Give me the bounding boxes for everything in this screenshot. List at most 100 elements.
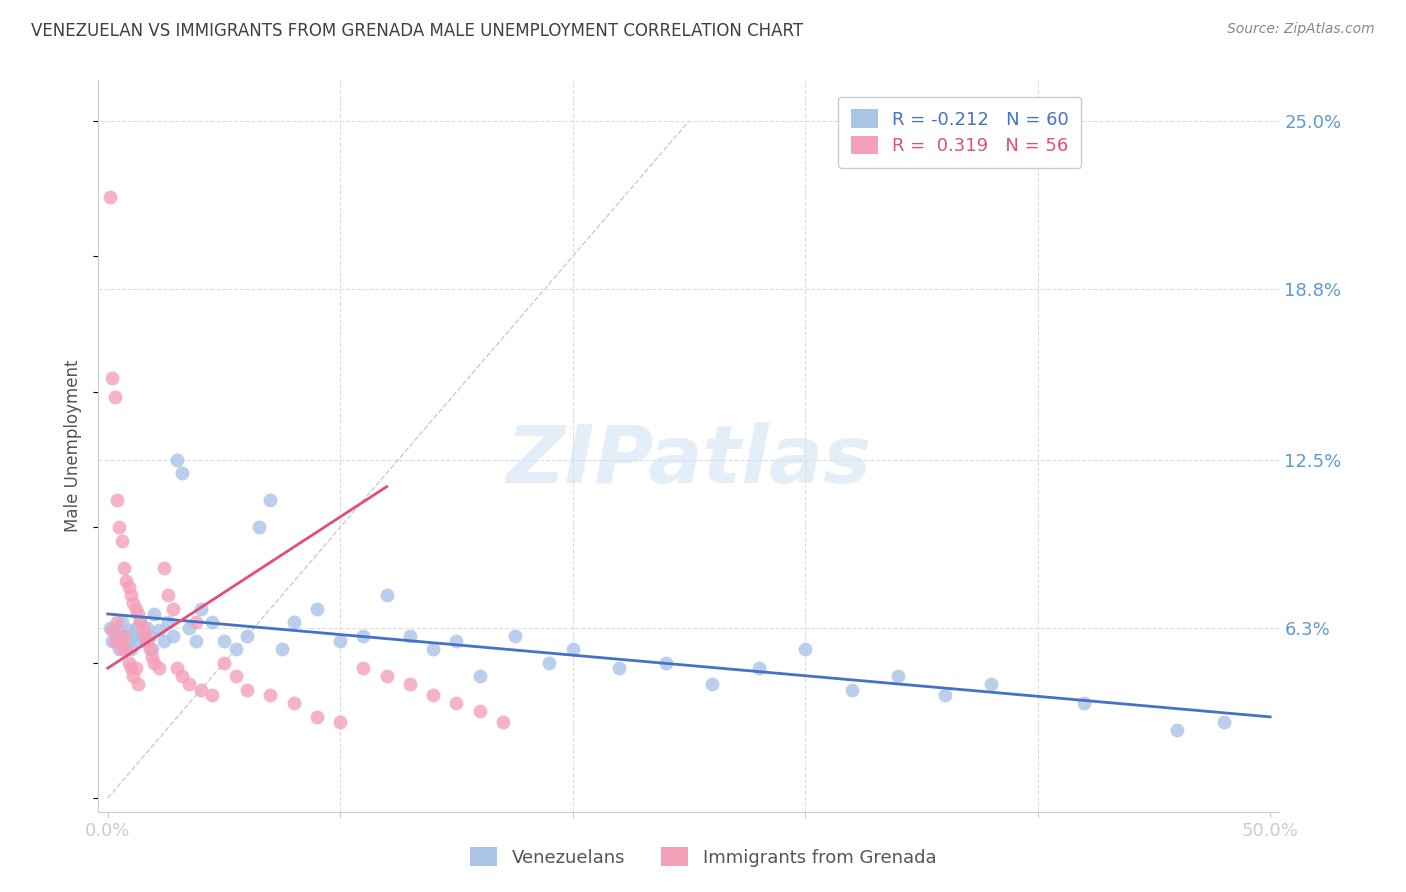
Point: [980, 677, 1002, 691]
Point: [112, 629, 135, 643]
Text: Source: ZipAtlas.com: Source: ZipAtlas.com: [1227, 22, 1375, 37]
Point: [236, 682, 259, 697]
Point: [887, 669, 910, 683]
Point: [120, 588, 142, 602]
Point: [152, 561, 174, 575]
Point: [101, 634, 124, 648]
Point: [538, 656, 561, 670]
Point: [446, 697, 468, 711]
Point: [134, 634, 156, 648]
Point: [353, 661, 375, 675]
Point: [134, 629, 156, 643]
Point: [247, 520, 270, 534]
Point: [120, 642, 142, 657]
Point: [422, 688, 444, 702]
Point: [157, 615, 180, 629]
Point: [143, 656, 166, 670]
Point: [117, 656, 139, 670]
Point: [129, 615, 152, 629]
Point: [136, 620, 159, 634]
Point: [143, 607, 166, 621]
Point: [702, 677, 724, 691]
Point: [127, 607, 149, 621]
Point: [108, 634, 131, 648]
Point: [492, 715, 515, 730]
Point: [105, 615, 128, 629]
Point: [184, 634, 207, 648]
Point: [190, 601, 212, 615]
Point: [141, 650, 163, 665]
Point: [375, 588, 398, 602]
Point: [353, 629, 375, 643]
Text: ZIPatlas: ZIPatlas: [506, 422, 872, 500]
Point: [468, 705, 491, 719]
Legend: R = -0.212   N = 60, R =  0.319   N = 56: R = -0.212 N = 60, R = 0.319 N = 56: [838, 96, 1081, 168]
Point: [115, 642, 138, 657]
Point: [122, 629, 145, 643]
Point: [111, 615, 134, 629]
Point: [399, 677, 422, 691]
Point: [1166, 723, 1188, 738]
Point: [157, 588, 180, 602]
Point: [131, 620, 153, 634]
Point: [136, 634, 159, 648]
Point: [212, 656, 235, 670]
Point: [399, 629, 422, 643]
Point: [129, 615, 152, 629]
Point: [105, 629, 128, 643]
Point: [283, 615, 305, 629]
Point: [841, 682, 863, 697]
Legend: Venezuelans, Immigrants from Grenada: Venezuelans, Immigrants from Grenada: [463, 840, 943, 874]
Point: [104, 624, 127, 638]
Point: [561, 642, 583, 657]
Point: [112, 561, 135, 575]
Point: [115, 634, 138, 648]
Point: [120, 661, 142, 675]
Point: [446, 634, 468, 648]
Point: [108, 520, 131, 534]
Point: [172, 466, 194, 480]
Point: [468, 669, 491, 683]
Point: [1073, 697, 1095, 711]
Point: [124, 620, 146, 634]
Point: [236, 629, 259, 643]
Point: [98, 620, 121, 634]
Point: [271, 642, 294, 657]
Point: [654, 656, 676, 670]
Point: [141, 642, 163, 657]
Point: [934, 688, 956, 702]
Point: [225, 669, 247, 683]
Point: [329, 715, 352, 730]
Point: [148, 624, 170, 638]
Point: [104, 390, 127, 404]
Point: [108, 642, 131, 657]
Point: [172, 669, 194, 683]
Point: [1212, 715, 1234, 730]
Y-axis label: Male Unemployment: Male Unemployment: [65, 359, 83, 533]
Point: [101, 371, 124, 385]
Point: [305, 601, 328, 615]
Point: [124, 601, 146, 615]
Point: [138, 629, 160, 643]
Point: [503, 629, 526, 643]
Point: [259, 493, 281, 508]
Point: [122, 596, 145, 610]
Point: [607, 661, 630, 675]
Point: [105, 493, 128, 508]
Point: [111, 533, 134, 548]
Point: [259, 688, 281, 702]
Point: [375, 669, 398, 683]
Point: [422, 642, 444, 657]
Point: [162, 629, 184, 643]
Point: [138, 642, 160, 657]
Point: [112, 629, 135, 643]
Point: [162, 601, 184, 615]
Point: [212, 634, 235, 648]
Point: [117, 624, 139, 638]
Point: [148, 661, 170, 675]
Point: [166, 661, 188, 675]
Point: [101, 624, 124, 638]
Point: [122, 669, 145, 683]
Point: [190, 682, 212, 697]
Point: [98, 190, 121, 204]
